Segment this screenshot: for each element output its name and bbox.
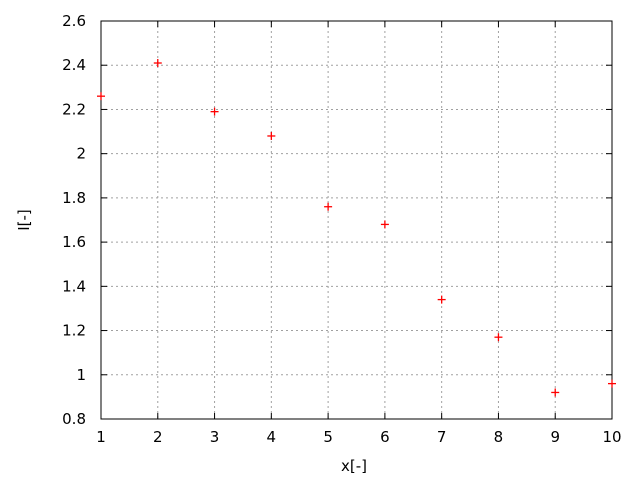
- data-point: [551, 388, 560, 397]
- y-tick-label: 1: [76, 366, 86, 384]
- y-tick-label: 1.6: [62, 233, 86, 251]
- y-tick-label: 2.6: [62, 12, 86, 30]
- y-tick-label: 1.2: [62, 322, 86, 340]
- x-tick-label: 4: [267, 428, 277, 446]
- y-tick-label: 1.8: [62, 189, 86, 207]
- data-point: [153, 59, 162, 68]
- x-tick-label: 7: [437, 428, 447, 446]
- data-point: [267, 131, 276, 140]
- y-tick-label: 0.8: [62, 410, 86, 428]
- data-point: [210, 107, 219, 116]
- data-point: [324, 202, 333, 211]
- y-axis-label: I[-]: [15, 209, 33, 231]
- x-tick-label: 10: [602, 428, 621, 446]
- data-point: [380, 220, 389, 229]
- data-point: [608, 379, 616, 388]
- x-tick-label: 6: [380, 428, 390, 446]
- x-tick-label: 5: [323, 428, 333, 446]
- data-points: [97, 59, 616, 397]
- x-tick-label: 8: [494, 428, 504, 446]
- plot-border: [100, 20, 613, 420]
- y-tick-label: 2.4: [62, 56, 86, 74]
- tick-labels: 1 2 3 4 5 6 7 8 9 10 0.8 1 1.2 1.4 1.6 1.8 2 2.2 2.4 2.6: [62, 12, 621, 446]
- y-tick-label: 1.4: [62, 277, 86, 295]
- y-tick-label: 2.2: [62, 100, 86, 118]
- data-point: [494, 333, 503, 342]
- y-tick-label: 2: [76, 145, 86, 163]
- x-tick-label: 3: [210, 428, 220, 446]
- data-point: [97, 92, 105, 101]
- x-tick-label: 2: [153, 428, 163, 446]
- data-point: [437, 295, 446, 304]
- grid: [101, 21, 612, 419]
- x-tick-label: 9: [550, 428, 560, 446]
- x-tick-label: 1: [96, 428, 106, 446]
- axes: [100, 20, 613, 420]
- x-axis-label: x[-]: [341, 457, 367, 475]
